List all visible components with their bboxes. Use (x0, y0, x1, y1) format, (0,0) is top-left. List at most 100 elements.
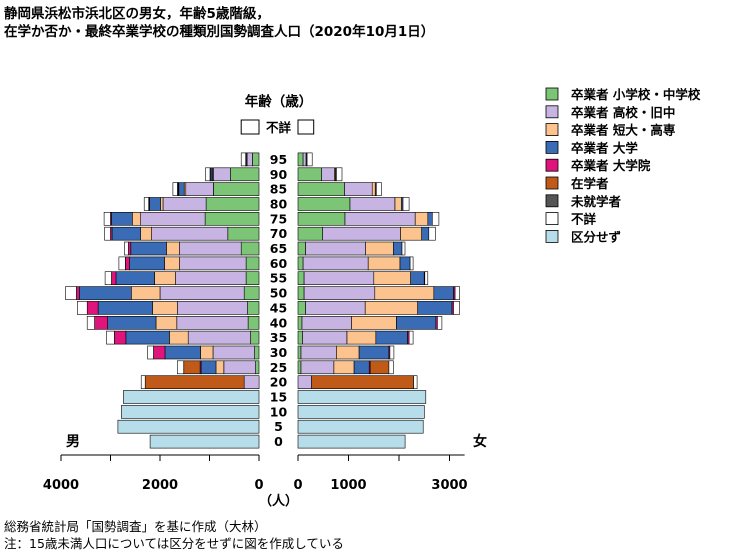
age-label-40: 40 (270, 315, 288, 330)
age-label-45: 45 (270, 300, 287, 315)
male-bar-75-seg3 (111, 212, 133, 226)
male-bar-20-seg5 (144, 375, 245, 390)
male-bar-25-seg2 (215, 360, 225, 375)
male-bar-45-seg2 (152, 301, 178, 315)
age-label-10: 10 (270, 404, 288, 419)
female-unknown-age-bar (297, 119, 315, 135)
male-bar-45-seg3 (97, 301, 153, 315)
male-bar-40-seg2 (155, 315, 178, 330)
female-bar-25-seg0 (297, 360, 302, 375)
female-bar-90-seg7 (336, 167, 343, 182)
female-bar-30-seg0 (297, 345, 302, 360)
legend-label-4: 卒業者 大学院 (571, 158, 651, 173)
female-bar-45-seg3 (417, 301, 453, 315)
male-bar-65-seg3 (130, 241, 167, 256)
female-bar-80-seg7 (402, 197, 410, 211)
male-bar-25-seg1 (223, 360, 256, 375)
male-unknown-age-bar (240, 119, 260, 135)
age-label-85: 85 (270, 182, 287, 197)
legend-swatch-6 (545, 194, 559, 208)
male-bar-65-seg7 (124, 241, 129, 256)
male-bar-80-seg0 (205, 197, 260, 211)
female-label: 女 (473, 433, 487, 450)
female-bar-35-seg1 (302, 330, 348, 345)
female-bar-35-seg3 (375, 330, 408, 345)
male-bar-85-seg0 (213, 182, 260, 196)
male-bar-25-seg7 (177, 360, 185, 375)
female-bar-50-seg1 (303, 286, 376, 300)
female-tick-label-0: 0 (293, 478, 302, 493)
male-bar-55-seg3 (115, 271, 155, 286)
female-bar-60-seg7 (409, 256, 414, 271)
male-bar-70-seg2 (140, 226, 152, 241)
male-bar-90-seg7 (205, 167, 211, 182)
male-bar-30-seg3 (164, 345, 201, 360)
female-bar-75-seg3 (427, 212, 433, 226)
female-bar-50-seg4 (453, 286, 456, 300)
female-bar-95-seg1 (302, 152, 307, 167)
female-bar-95-seg0 (297, 152, 304, 167)
female-bar-75-seg0 (297, 212, 346, 226)
male-bar-5-seg8 (117, 419, 260, 434)
female-bar-95-seg7 (306, 152, 313, 167)
female-bar-40-seg0 (297, 315, 303, 330)
female-bar-25-seg2 (333, 360, 355, 375)
source-note: 総務省統計局「国勢調査」を基に作成（大林） (4, 519, 267, 534)
legend-swatch-0 (545, 87, 559, 101)
male-bar-70-seg0 (227, 226, 260, 241)
female-bar-55-seg3 (410, 271, 425, 286)
age-label-50: 50 (270, 286, 288, 301)
female-bar-65-seg0 (297, 241, 306, 256)
age-label-60: 60 (270, 256, 288, 271)
female-bar-70-seg7 (428, 226, 436, 241)
male-bar-60-seg0 (245, 256, 260, 271)
female-bar-45-seg2 (364, 301, 419, 315)
female-bar-40-seg1 (301, 315, 352, 330)
female-bar-25-seg3 (353, 360, 370, 375)
male-bar-25-seg5 (183, 360, 201, 375)
male-bar-85-seg7 (172, 182, 178, 196)
male-bar-25-seg0 (255, 360, 260, 375)
age-label-30: 30 (270, 345, 288, 360)
male-bar-85-seg3 (178, 182, 185, 196)
male-bar-95-seg7 (240, 152, 246, 167)
unknown-age-label: 不詳 (266, 120, 292, 135)
age-label-90: 90 (270, 167, 288, 182)
female-bar-85-seg2 (371, 182, 376, 196)
legend-swatch-3 (545, 140, 559, 154)
male-bar-95-seg0 (252, 152, 260, 167)
male-bar-50-seg3 (79, 286, 132, 300)
male-bar-25-seg3 (200, 360, 217, 375)
male-bar-80-seg1 (162, 197, 207, 211)
female-bar-65-seg2 (365, 241, 394, 256)
male-bar-40-seg3 (107, 315, 157, 330)
male-bar-35-seg4 (114, 330, 127, 345)
male-bar-55-seg2 (154, 271, 176, 286)
female-bar-35-seg7 (408, 330, 414, 345)
legend-label-1: 卒業者 高校・旧中 (571, 105, 675, 120)
female-bar-75-seg1 (344, 212, 416, 226)
male-bar-55-seg1 (175, 271, 247, 286)
male-bar-50-seg4 (76, 286, 80, 300)
female-bar-25-seg5 (369, 360, 390, 375)
female-bar-50-seg2 (374, 286, 435, 300)
male-tick-label-2000: 2000 (142, 478, 178, 493)
age-label-15: 15 (270, 390, 287, 405)
age-label-5: 5 (274, 419, 283, 434)
male-bar-60-seg4 (125, 256, 130, 271)
female-bar-85-seg1 (344, 182, 373, 196)
age-label-35: 35 (270, 330, 287, 345)
chart-title-line2: 在学か否か・最終卒業学校の種類別国勢調査人口（2020年10月1日） (4, 24, 435, 40)
male-bar-60-seg2 (164, 256, 180, 271)
male-bar-55-seg4 (111, 271, 117, 286)
age-axis-title: 年齢（歳） (245, 93, 313, 110)
female-bar-25-seg7 (388, 360, 394, 375)
male-bar-30-seg0 (254, 345, 260, 360)
male-bar-45-seg0 (247, 301, 260, 315)
female-bar-90-seg1 (321, 167, 335, 182)
legend-label-6: 未就学者 (570, 194, 622, 209)
legend-label-7: 不詳 (571, 212, 597, 227)
male-bar-35-seg3 (125, 330, 170, 345)
male-bar-35-seg2 (169, 330, 189, 345)
male-bar-75-seg0 (204, 212, 260, 226)
